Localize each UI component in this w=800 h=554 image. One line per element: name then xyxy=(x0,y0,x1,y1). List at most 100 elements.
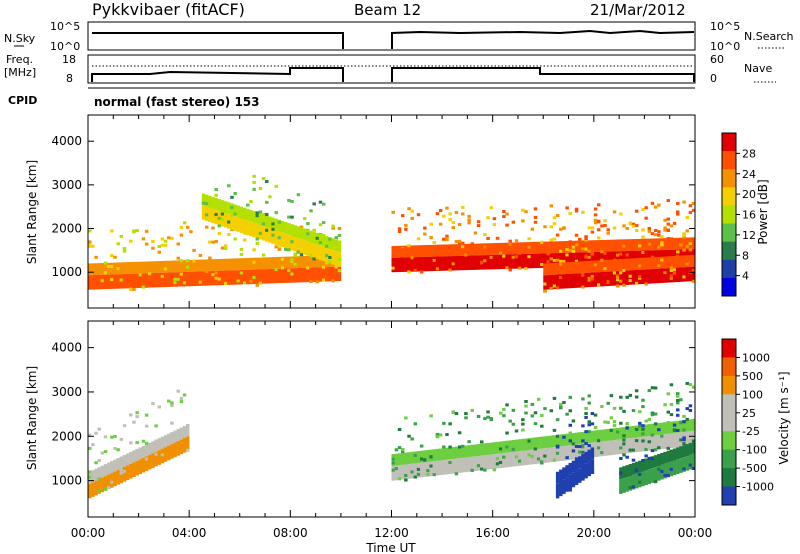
heatmap-speckle xyxy=(261,222,266,226)
heatmap-cell xyxy=(691,254,696,267)
heatmap-cell xyxy=(315,244,320,260)
heatmap-speckle xyxy=(258,281,263,285)
heatmap-cell xyxy=(208,207,212,222)
ytick-label: 4000 xyxy=(51,341,82,355)
heatmap-cell xyxy=(555,434,560,447)
heatmap-cell xyxy=(606,271,610,287)
heatmap-cell xyxy=(255,257,260,270)
heatmap-speckle xyxy=(581,285,585,289)
heatmap-speckle xyxy=(217,224,222,228)
heatmap-speckle xyxy=(144,242,149,246)
heatmap-speckle xyxy=(438,222,443,226)
heatmap-cell xyxy=(631,258,636,271)
heatmap-speckle xyxy=(530,454,535,458)
heatmap-cell xyxy=(135,273,139,289)
heatmap-cell xyxy=(163,435,168,448)
heatmap-cell xyxy=(622,478,626,493)
heatmap-speckle xyxy=(211,273,215,277)
heatmap-speckle xyxy=(442,421,446,425)
heatmap-cell xyxy=(628,426,633,439)
heatmap-cell xyxy=(129,463,133,479)
heatmap-speckle xyxy=(239,247,244,251)
heatmap-speckle xyxy=(653,386,658,390)
heatmap-speckle xyxy=(688,242,693,246)
heatmap-cell xyxy=(242,207,247,220)
heatmap-speckle xyxy=(622,283,626,287)
heatmap-speckle xyxy=(448,460,452,464)
heatmap-cell xyxy=(318,233,323,246)
heatmap-speckle xyxy=(473,445,478,449)
heatmap-cell xyxy=(619,427,623,440)
heatmap-cell xyxy=(230,270,234,285)
heatmap-cell xyxy=(679,420,683,433)
heatmap-speckle xyxy=(265,200,269,204)
heatmap-speckle xyxy=(685,229,689,233)
heatmap-cell xyxy=(211,259,215,271)
heatmap-cell xyxy=(644,458,648,471)
heatmap-cell xyxy=(672,256,677,268)
heatmap-cell xyxy=(517,451,522,466)
heatmap-speckle xyxy=(119,468,124,472)
heatmap-cell xyxy=(132,462,136,478)
heatmap-speckle xyxy=(495,462,500,466)
heatmap-cell xyxy=(258,213,263,226)
heatmap-speckle xyxy=(650,201,655,205)
heatmap-cell xyxy=(116,470,120,485)
heatmap-cell xyxy=(489,454,493,470)
heatmap-cell xyxy=(88,483,92,499)
heatmap-speckle xyxy=(552,237,557,241)
heatmap-cell xyxy=(584,451,588,464)
heatmap-speckle xyxy=(628,448,633,452)
heatmap-cell xyxy=(609,251,614,266)
heatmap-cell xyxy=(211,196,215,209)
heatmap-speckle xyxy=(290,258,294,262)
heatmap-speckle xyxy=(290,272,294,276)
heatmap-cell xyxy=(663,268,667,283)
heatmap-cell xyxy=(625,465,629,478)
heatmap-cell xyxy=(641,269,645,285)
ytick-label: 1000 xyxy=(51,474,82,488)
heatmap-cell xyxy=(622,270,626,286)
heatmap-speckle xyxy=(227,232,231,236)
heatmap-speckle xyxy=(533,422,538,426)
heatmap-speckle xyxy=(524,210,528,214)
heatmap-cell xyxy=(397,245,402,258)
heatmap-speckle xyxy=(252,275,256,279)
heatmap-cell xyxy=(581,252,585,267)
heatmap-cell xyxy=(590,459,595,474)
heatmap-speckle xyxy=(682,467,686,471)
heatmap-cell xyxy=(230,215,234,230)
heatmap-speckle xyxy=(581,272,585,276)
heatmap-speckle xyxy=(625,426,629,430)
heatmap-cell xyxy=(457,244,462,256)
colorbar-segment xyxy=(722,259,736,279)
xtick-label: 08:00 xyxy=(273,526,308,540)
heatmap-speckle xyxy=(129,413,133,417)
heatmap-speckle xyxy=(587,255,591,259)
heatmap-speckle xyxy=(568,211,573,215)
heatmap-speckle xyxy=(606,401,610,405)
heatmap-cell xyxy=(559,446,563,462)
heatmap-speckle xyxy=(540,413,544,417)
heatmap-cell xyxy=(394,465,399,481)
heatmap-cell xyxy=(533,241,538,254)
heatmap-speckle xyxy=(94,431,98,435)
heatmap-cell xyxy=(552,241,557,254)
heatmap-speckle xyxy=(265,213,269,217)
heatmap-speckle xyxy=(543,454,547,458)
heatmap-cell xyxy=(233,204,237,217)
heatmap-cell xyxy=(125,453,130,466)
heatmap-speckle xyxy=(113,446,117,450)
heatmap-speckle xyxy=(543,289,547,293)
heatmap-speckle xyxy=(94,476,98,480)
heatmap-speckle xyxy=(454,239,459,243)
heatmap-speckle xyxy=(590,274,595,278)
heatmap-speckle xyxy=(426,472,430,476)
heatmap-speckle xyxy=(517,266,522,270)
heatmap-speckle xyxy=(533,207,538,211)
heatmap-cell xyxy=(334,239,339,252)
heatmap-cell xyxy=(179,260,184,273)
heatmap-speckle xyxy=(192,259,196,263)
heatmap-speckle xyxy=(600,405,604,409)
heatmap-speckle xyxy=(653,448,658,452)
